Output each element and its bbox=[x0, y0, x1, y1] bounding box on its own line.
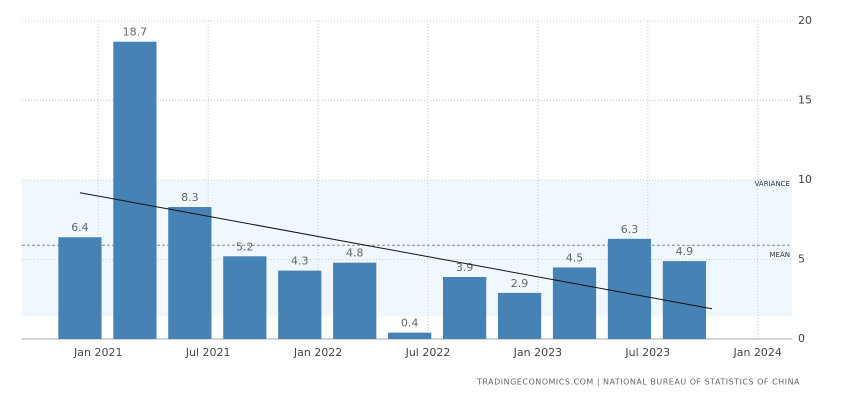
y-tick-label: 15 bbox=[798, 94, 812, 107]
x-tick-label: Jan 2021 bbox=[73, 346, 122, 359]
value-label: 5.2 bbox=[236, 240, 254, 253]
bar bbox=[442, 276, 487, 339]
value-label: 18.7 bbox=[123, 26, 148, 39]
bar bbox=[388, 332, 432, 339]
y-tick-label: 5 bbox=[798, 253, 805, 266]
bar bbox=[168, 207, 212, 339]
x-tick-label: Jan 2024 bbox=[732, 346, 781, 359]
source: TRADINGECONOMICS.COM | NATIONAL BUREAU O… bbox=[476, 378, 800, 387]
bar bbox=[333, 262, 377, 339]
x-tick-label: Jul 2023 bbox=[624, 346, 670, 359]
value-label: 4.3 bbox=[291, 255, 309, 268]
bar bbox=[113, 41, 157, 340]
bar bbox=[497, 292, 542, 339]
bar bbox=[58, 237, 102, 339]
bar bbox=[552, 267, 597, 339]
value-label: 6.4 bbox=[71, 221, 89, 234]
y-tick-label: 20 bbox=[798, 14, 812, 27]
y-tick-label: 0 bbox=[798, 332, 805, 345]
x-tick-label: Jul 2022 bbox=[405, 346, 451, 359]
x-tick-label: Jul 2021 bbox=[185, 346, 231, 359]
value-label: 6.3 bbox=[621, 223, 639, 236]
y-tick-label: 10 bbox=[798, 173, 812, 186]
value-label: 4.8 bbox=[346, 247, 364, 260]
value-label: 4.5 bbox=[566, 251, 584, 264]
x-tick-label: Jan 2023 bbox=[513, 346, 562, 359]
bar bbox=[607, 238, 652, 339]
trend-line bbox=[79, 192, 712, 310]
value-label: 4.9 bbox=[676, 245, 694, 258]
value-label: 0.4 bbox=[401, 317, 419, 330]
bar bbox=[662, 261, 707, 339]
mean-label: MEAN bbox=[770, 251, 791, 259]
bar bbox=[278, 270, 322, 339]
variance-label: VARIANCE bbox=[755, 180, 790, 188]
x-tick-label: Jan 2022 bbox=[293, 346, 342, 359]
bar bbox=[223, 256, 267, 339]
value-label: 8.3 bbox=[181, 191, 199, 204]
value-label: 2.9 bbox=[511, 277, 529, 290]
